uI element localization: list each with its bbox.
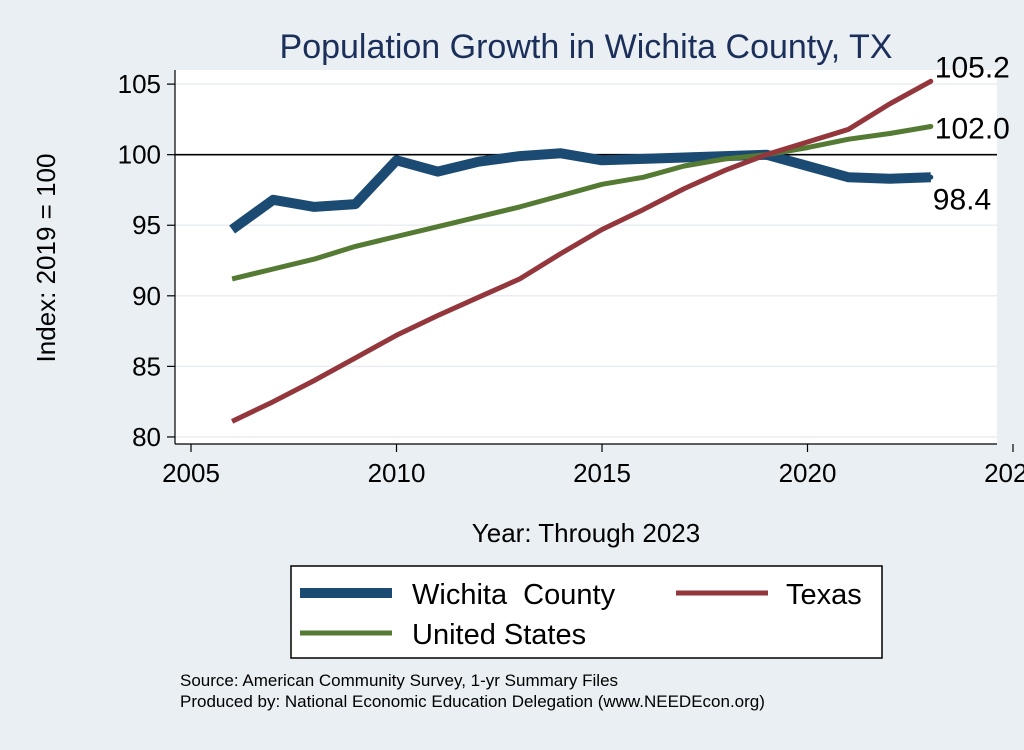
y-tick-label-90: 90	[132, 281, 161, 311]
series-line-texas	[231, 79, 933, 424]
legend-box	[290, 565, 883, 659]
x-tick-label-2010: 2010	[368, 458, 426, 488]
y-tick-label-105: 105	[118, 69, 161, 99]
x-tick-label-2020: 2020	[779, 458, 837, 488]
series-line-united-states	[231, 124, 932, 282]
series-lines	[229, 79, 933, 424]
x-tick-label-2005: 2005	[162, 458, 220, 488]
source-note: Source: American Community Survey, 1-yr …	[180, 671, 618, 690]
legend: Wichita County Texas United States	[290, 565, 883, 659]
end-label-texas: 105.2	[935, 51, 1010, 84]
legend-label-texas: Texas	[786, 579, 862, 611]
end-point-united-states	[928, 123, 934, 129]
y-tick-label-80: 80	[132, 422, 161, 452]
end-label-united-states: 102.0	[935, 112, 1010, 145]
series-line-wichita-county	[229, 148, 931, 234]
legend-label-us: United States	[412, 619, 586, 651]
y-tick-label-85: 85	[132, 351, 161, 381]
end-label-wichita-county: 98.4	[933, 183, 991, 216]
y-tick-label-100: 100	[118, 140, 161, 170]
end-labels: 98.4 105.2 102.0	[928, 51, 1010, 216]
end-point-wichita-county	[928, 174, 934, 180]
x-tick-label-2025: 2025	[984, 458, 1024, 488]
chart-title: Population Growth in Wichita County, TX	[280, 28, 893, 66]
axes: 80 85 90 95 100 105 2005 2010 2015 2020 2025	[118, 69, 1024, 488]
x-axis-label: Year: Through 2023	[472, 518, 700, 548]
y-tick-label-95: 95	[132, 210, 161, 240]
y-axis-label: Index: 2019 = 100	[31, 154, 61, 363]
producer-note: Produced by: National Economic Education…	[180, 692, 765, 711]
legend-label-wichita: Wichita County	[412, 579, 616, 611]
end-point-texas	[928, 78, 934, 84]
x-tick-label-2015: 2015	[573, 458, 631, 488]
gridlines	[175, 83, 997, 438]
